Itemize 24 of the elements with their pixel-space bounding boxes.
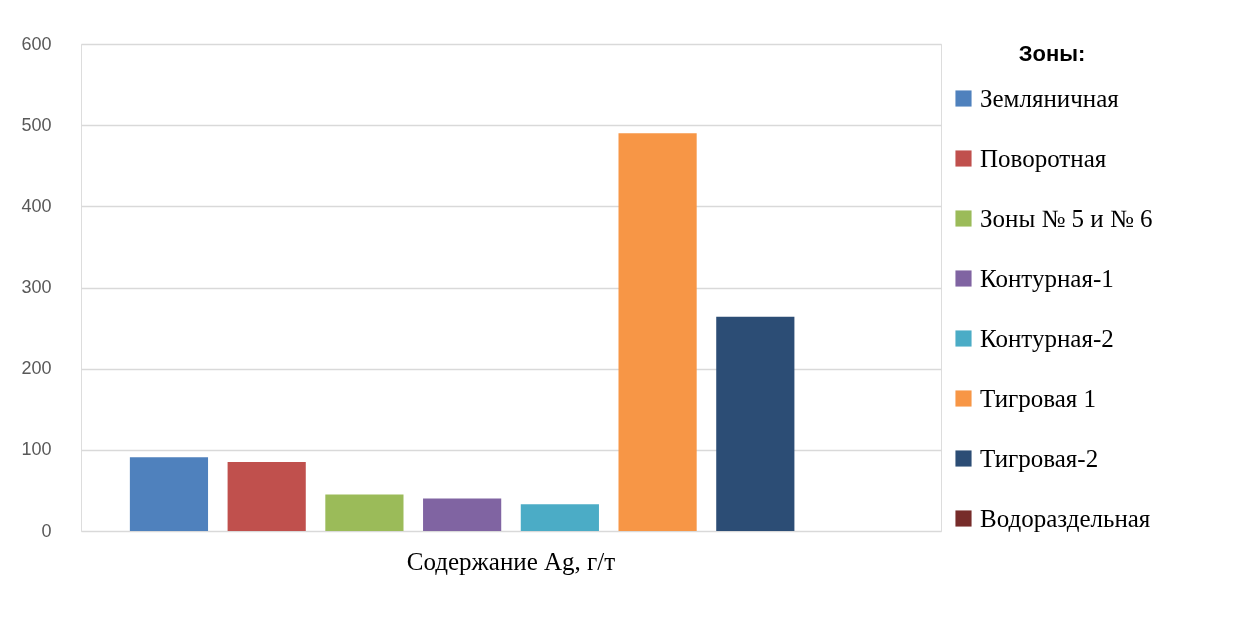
bar [129,457,209,531]
legend-title: Зоны: [1018,41,1086,66]
legend-label: Контурная-1 [980,264,1114,292]
y-tick-label: 200 [21,358,52,379]
y-tick-label: 100 [21,439,52,460]
bar [325,494,404,531]
y-tick-label: 300 [21,277,52,297]
bar [618,133,697,531]
legend-label: Земляничная [980,84,1120,112]
x-tick-label: Содержание Ag, г/т [406,547,616,575]
legend-label: Зоны № 5 и № 6 [980,204,1153,232]
y-tick-label: 400 [21,195,52,216]
legend-label: Водораздельная [980,504,1151,532]
bar [716,316,795,531]
legend-label: Тигровая 1 [980,384,1097,412]
y-tick-label: 500 [21,114,52,135]
legend-label: Поворотная [980,144,1107,172]
y-tick-label: 600 [21,33,52,54]
bar [423,498,502,531]
legend-label: Контурная-2 [980,324,1114,352]
y-tick-label: 0 [41,520,52,541]
bar [520,504,599,531]
legend-label: Тигровая-2 [980,444,1099,472]
bar [227,462,306,531]
